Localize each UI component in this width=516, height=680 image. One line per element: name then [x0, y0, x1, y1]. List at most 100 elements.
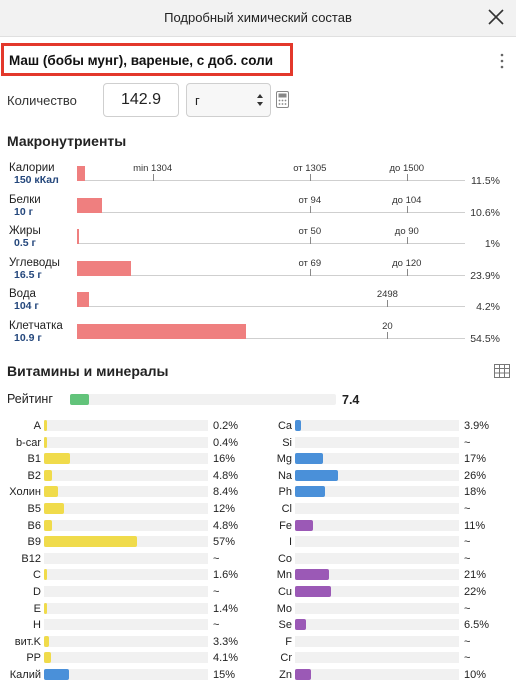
nutrient-bar-fill	[44, 669, 69, 680]
nutrient-name: Se	[278, 619, 292, 632]
nutrient-bar-fill	[44, 635, 50, 647]
nutrient-bar-fill	[44, 602, 47, 614]
macro-row: Клетчатка 10.9 г 20 54.5%	[0, 320, 516, 352]
nutrient-name: B2	[27, 469, 41, 482]
nutrient-percent: 0.2%	[213, 420, 239, 432]
nutrient-name: B1	[27, 453, 41, 466]
macro-name: Углеводы	[9, 256, 60, 269]
macro-bar	[77, 229, 79, 244]
nutrient-percent: 1.6%	[213, 569, 239, 582]
nutrient-bar	[44, 602, 208, 614]
nutrient-row: PP 4.1%	[0, 650, 516, 666]
nutrient-percent: 57%	[213, 536, 236, 549]
nutrient-row: B5 12%	[0, 501, 516, 517]
macro-value: 10 г	[14, 205, 33, 218]
macro-percent: 4.2%	[476, 301, 500, 313]
nutrient-bar	[44, 635, 208, 647]
macro-marker-label: до 104	[392, 194, 422, 206]
nutrient-row: H ~	[0, 617, 516, 633]
nutrient-percent: ~	[464, 436, 471, 449]
nutrient-row: D ~	[0, 584, 516, 600]
macro-marker-label: до 90	[394, 226, 419, 237]
nutrient-percent: ~	[213, 619, 220, 632]
table-view-icon[interactable]	[494, 364, 510, 378]
nutrient-name: Ca	[277, 420, 292, 432]
macro-row: Жиры 0.5 г от 50 до 90 1%	[0, 225, 516, 257]
nutrient-bar	[44, 453, 208, 465]
macro-track	[77, 306, 465, 307]
macro-marker-label: min 1304	[133, 163, 173, 174]
macro-name: Белки	[9, 193, 41, 206]
macro-marker-label: 20	[382, 320, 393, 332]
nutrient-name: B12	[21, 552, 41, 565]
nutrient-row: Zn 10%	[0, 667, 516, 680]
nutrient-row: B1 16%	[0, 451, 516, 467]
food-name-box: Маш (бобы мунг), вареные, с доб. соли	[1, 43, 293, 76]
nutrient-name: Ph	[278, 486, 292, 499]
nutrient-name: Mn	[276, 569, 292, 582]
macro-track	[77, 337, 465, 339]
nutrient-bar	[295, 669, 459, 680]
nutrient-row: I ~	[0, 534, 516, 550]
nutrient-row: Cr ~	[0, 650, 516, 666]
nutrient-row: B12 ~	[0, 551, 516, 567]
nutrient-bar-fill	[44, 503, 64, 514]
nutrient-row: F ~	[0, 634, 516, 650]
quantity-input[interactable]	[103, 83, 179, 117]
nutrient-bar	[295, 552, 459, 564]
nutrient-name: B6	[27, 519, 41, 532]
macro-value: 10.9 г	[14, 331, 42, 344]
macro-marker-label: от 1305	[293, 163, 327, 174]
nutrient-percent: ~	[464, 635, 471, 648]
macro-marker-label: 2498	[376, 289, 398, 300]
nutrient-name: Zn	[279, 669, 292, 680]
nutrient-percent: 15%	[213, 669, 236, 680]
nutrient-name: A	[33, 420, 41, 432]
nutrient-bar	[44, 536, 208, 548]
macro-percent: 11.5%	[471, 175, 500, 187]
nutrient-bar-fill	[295, 469, 338, 481]
more-options-icon[interactable]	[496, 51, 508, 71]
unit-select[interactable]: г	[186, 83, 271, 117]
nutrient-bar	[295, 503, 459, 514]
macro-percent: 54.5%	[470, 332, 500, 345]
nutrient-bar-fill	[295, 619, 306, 631]
macro-row: Углеводы 16.5 г от 69 до 120 23.9%	[0, 257, 516, 289]
nutrient-name: B9	[27, 536, 41, 549]
nutrient-bar-fill	[295, 586, 332, 597]
macro-track	[77, 211, 465, 213]
macro-name: Клетчатка	[9, 319, 63, 332]
nutrient-row: Калий 15%	[0, 667, 516, 680]
nutrient-name: Cl	[281, 503, 292, 515]
nutrient-bar	[44, 569, 208, 581]
nutrient-row: A 0.2%	[0, 418, 516, 434]
dialog-title: Подробный химический состав	[164, 10, 352, 25]
nutrient-percent: 16%	[213, 453, 236, 466]
quantity-label: Количество	[7, 93, 77, 108]
nutrient-name: Mo	[276, 602, 292, 615]
nutrient-bar	[295, 586, 459, 597]
nutrient-bar-fill	[44, 453, 71, 465]
nutrient-percent: ~	[464, 602, 471, 615]
nutrient-name: Cr	[280, 652, 292, 665]
nutrient-percent: ~	[464, 552, 471, 565]
nutrient-bar	[295, 469, 459, 481]
rating-bar-fill	[70, 394, 89, 405]
macro-marker	[387, 331, 389, 339]
rating-value: 7.4	[342, 393, 360, 407]
nutrient-bar	[295, 569, 459, 581]
nutrient-bar	[44, 619, 208, 631]
nutrient-bar-fill	[295, 569, 330, 581]
nutrient-percent: 8.4%	[213, 486, 239, 499]
nutrient-percent: 3.9%	[464, 420, 490, 432]
macro-name: Жиры	[9, 225, 41, 237]
nutrient-name: I	[288, 536, 292, 549]
nutrient-percent: 10%	[464, 669, 487, 680]
close-icon[interactable]	[484, 5, 508, 29]
macro-bar	[77, 166, 85, 181]
macro-percent: 1%	[484, 238, 500, 250]
unit-value: г	[195, 93, 200, 108]
calculator-icon[interactable]	[276, 91, 289, 108]
nutrient-bar-fill	[295, 420, 302, 431]
macro-track	[77, 180, 465, 181]
